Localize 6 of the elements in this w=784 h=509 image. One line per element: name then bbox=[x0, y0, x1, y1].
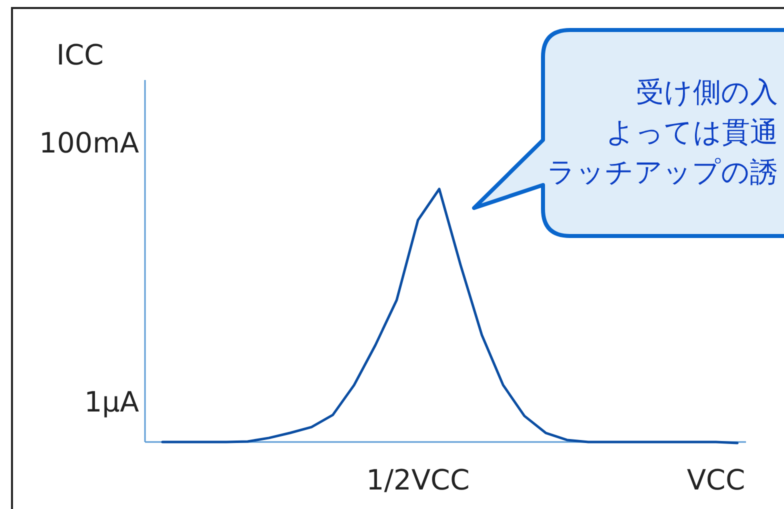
x-tick-label: VCC bbox=[686, 464, 746, 496]
x-tick-label: 1/2VCC bbox=[366, 464, 470, 496]
y-axis-title: ICC bbox=[56, 38, 104, 72]
text: 100mA bbox=[39, 126, 139, 160]
callout: 受け側の入 よっては貫通 ラッチアップの誘 bbox=[472, 28, 784, 238]
text: 1μA bbox=[84, 386, 139, 418]
